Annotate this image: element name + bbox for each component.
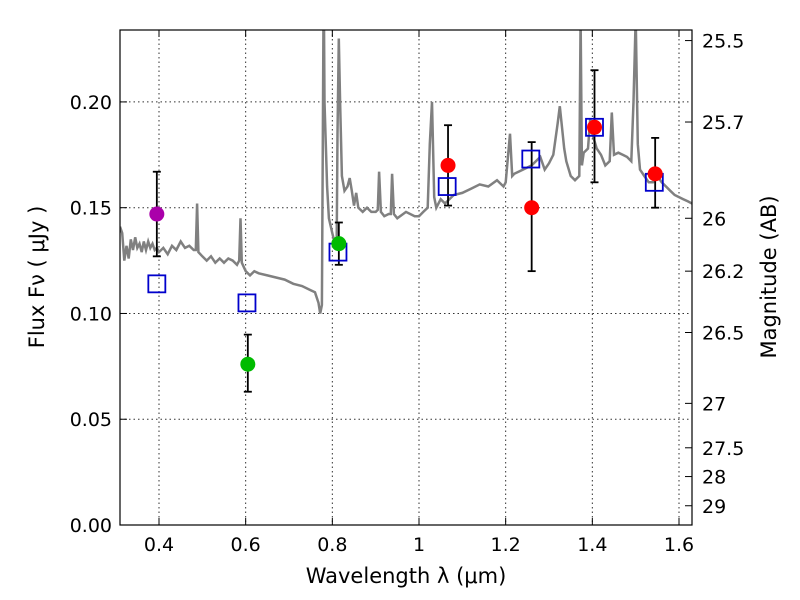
y2-tick-label: 26.2	[702, 261, 744, 283]
model-photometry-square	[585, 117, 604, 137]
x-tick-label: 0.4	[144, 534, 174, 556]
grid	[120, 30, 692, 526]
observed-flux-point	[240, 356, 256, 372]
y2-axis-ticks: 25.5 25.7 26 26.2 26.5 27 27.5 28 29	[685, 31, 744, 518]
model-photometry-markers	[147, 117, 664, 313]
y2-tick-label: 26	[702, 208, 726, 230]
y-tick-label: 0.00	[70, 515, 112, 537]
error-bars	[152, 69, 660, 393]
y2-tick-label: 29	[702, 496, 726, 518]
x-tick-label: 1.2	[491, 534, 521, 556]
y2-tick-label: 27.5	[702, 438, 744, 460]
x-axis-ticks: 0.4 0.6 0.8 1 1.2 1.4 1.6	[144, 30, 694, 556]
y-tick-label: 0.20	[70, 92, 112, 114]
x-tick-label: 0.6	[231, 534, 261, 556]
y2-tick-label: 28	[702, 467, 726, 489]
y-tick-label: 0.10	[70, 303, 112, 325]
observed-flux-point	[587, 119, 602, 135]
plot-area	[120, 30, 692, 314]
model-photometry-square	[237, 293, 257, 313]
observed-flux-point	[331, 236, 347, 252]
x-axis-label: Wavelength λ (μm)	[306, 564, 507, 588]
x-tick-label: 0.8	[317, 534, 347, 556]
observed-flux-point	[647, 166, 663, 182]
y2-tick-label: 26.5	[702, 323, 744, 345]
y2-tick-label: 25.7	[702, 112, 744, 134]
y-axis-label: Flux Fν ( μJy )	[25, 206, 49, 349]
observed-flux-point	[149, 206, 165, 222]
plot-frame	[119, 29, 693, 526]
model-photometry-square	[521, 149, 541, 169]
y-tick-label: 0.05	[70, 409, 112, 431]
model-spectrum-line	[120, 30, 692, 314]
x-tick-label: 1	[413, 534, 425, 556]
y2-tick-label: 27	[702, 393, 726, 415]
y-tick-label: 0.15	[70, 198, 112, 220]
y2-axis-label: Magnitude (AB)	[757, 195, 781, 358]
model-photometry-square	[147, 274, 167, 294]
observed-flux-markers	[149, 119, 663, 372]
model-photometry-square	[437, 177, 457, 196]
observed-flux-point	[524, 200, 540, 216]
x-tick-label: 1.4	[577, 534, 607, 556]
y2-tick-label: 25.5	[702, 31, 744, 53]
observed-flux-point	[440, 157, 456, 173]
x-tick-label: 1.6	[664, 534, 694, 556]
y-axis-ticks: 0.00 0.05 0.10 0.15 0.20	[70, 92, 127, 537]
